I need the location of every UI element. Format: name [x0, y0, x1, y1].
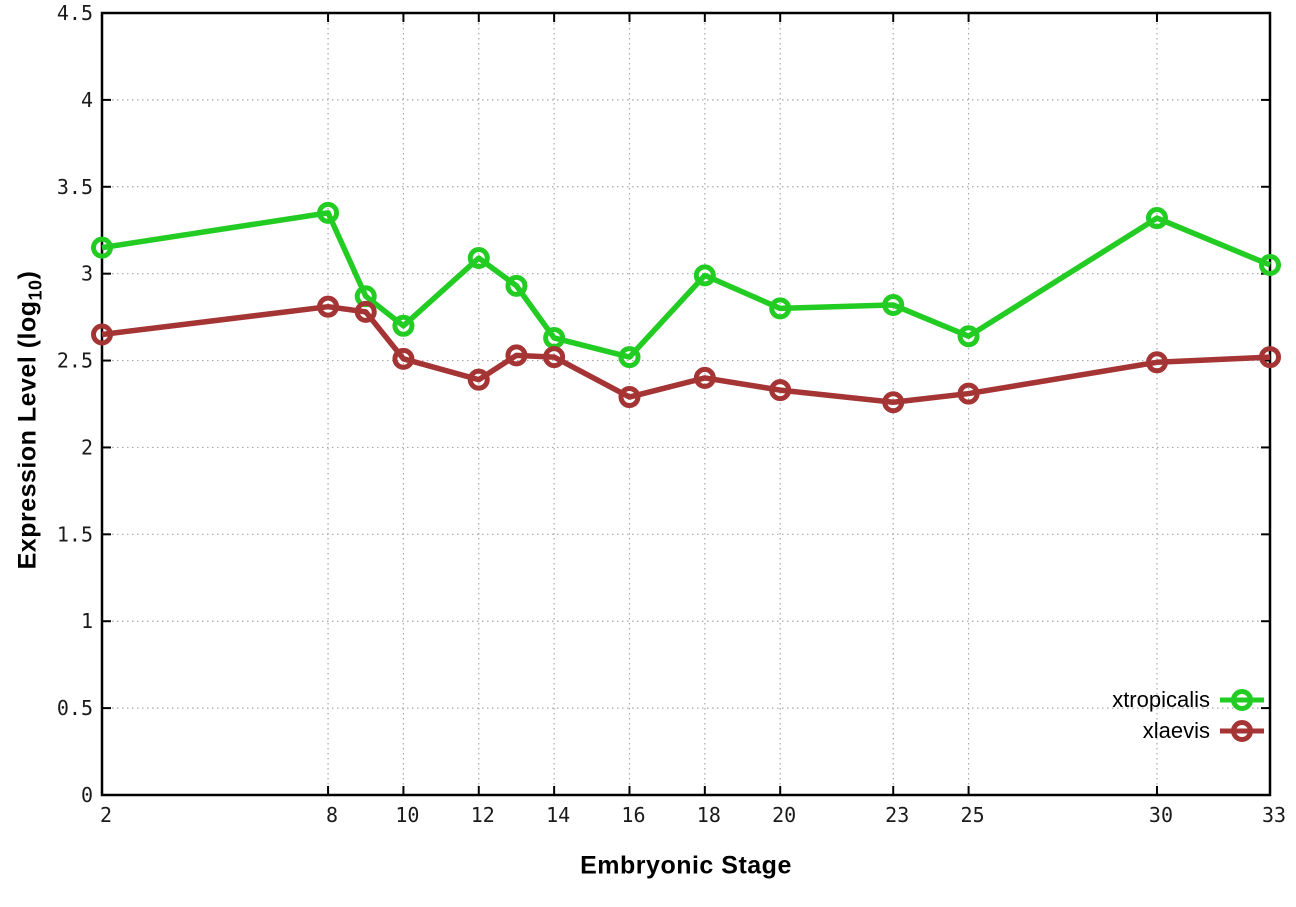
data-point-xlaevis [693, 366, 716, 389]
data-point-xtropicalis [693, 264, 716, 287]
data-point-xtropicalis [618, 346, 641, 369]
x-tick-label: 18 [697, 803, 721, 827]
data-point-xlaevis [882, 391, 905, 414]
data-point-xlaevis [354, 300, 377, 323]
y-tick-label: 4 [81, 88, 93, 112]
data-point-xlaevis [769, 379, 792, 402]
series-line-xlaevis [101, 303, 1271, 406]
y-tick-label: 4.5 [57, 1, 93, 25]
y-tick-label: 2 [81, 435, 93, 459]
data-point-xtropicalis [467, 247, 490, 270]
series-line-xtropicalis [101, 210, 1272, 360]
data-point-xlaevis [505, 344, 528, 367]
data-point-xlaevis [1145, 351, 1168, 374]
x-tick-label: 14 [546, 803, 570, 827]
legend-item-xtropicalis: xtropicalis [1112, 684, 1265, 715]
x-tick-label: 2 [100, 803, 112, 827]
x-tick-label: 25 [961, 803, 985, 827]
x-tick-label: 33 [1262, 803, 1286, 827]
y-tick-label: 3 [81, 262, 93, 286]
legend-marker-xtropicalis [1220, 688, 1264, 711]
data-point-xtropicalis [769, 297, 792, 320]
data-point-xlaevis [467, 368, 490, 391]
legend-label-xlaevis: xlaevis [1142, 717, 1210, 743]
y-tick-label: 2.5 [57, 349, 93, 373]
data-point-xtropicalis [505, 274, 528, 297]
y-axis-title: Expression Level (log10) [14, 271, 47, 570]
y-tick-label: 0.5 [57, 696, 93, 720]
y-tick-label: 3.5 [57, 175, 93, 199]
x-tick-label: 12 [471, 803, 495, 827]
x-tick-label: 16 [621, 803, 645, 827]
plot-border [100, 11, 1272, 797]
y-axis-title-suffix: ) [13, 270, 42, 280]
data-point-xlaevis [392, 347, 415, 370]
x-tick-label: 30 [1149, 803, 1173, 827]
legend-label-xtropicalis: xtropicalis [1112, 686, 1210, 712]
data-point-xtropicalis [1259, 253, 1281, 276]
y-axis-title-subscript: 10 [25, 279, 46, 301]
y-tick-label: 1.5 [57, 522, 93, 546]
data-point-xtropicalis [1145, 207, 1168, 230]
data-point-xlaevis [543, 346, 566, 369]
data-point-xlaevis [1259, 346, 1281, 369]
data-point-xlaevis [957, 382, 980, 405]
data-point-xtropicalis [317, 201, 340, 224]
data-point-xtropicalis [957, 325, 980, 348]
legend: xtropicalis xlaevis [1112, 684, 1265, 746]
y-tick-label: 1 [81, 609, 93, 633]
data-point-xlaevis [317, 295, 340, 318]
data-point-xlaevis [91, 323, 113, 346]
data-point-xtropicalis [392, 314, 415, 337]
x-tick-label: 8 [326, 803, 338, 827]
y-axis-title-text: Expression Level (log [13, 300, 42, 570]
data-point-xtropicalis [91, 236, 113, 259]
x-tick-label: 10 [395, 803, 419, 827]
data-point-xlaevis [618, 386, 641, 409]
x-tick-label: 23 [885, 803, 909, 827]
x-tick-label: 20 [772, 803, 796, 827]
x-axis-title: Embryonic Stage [580, 851, 792, 880]
legend-item-xlaevis: xlaevis [1112, 715, 1265, 746]
data-point-xtropicalis [882, 293, 905, 316]
legend-marker-xlaevis [1220, 719, 1264, 742]
y-tick-label: 0 [81, 783, 93, 807]
